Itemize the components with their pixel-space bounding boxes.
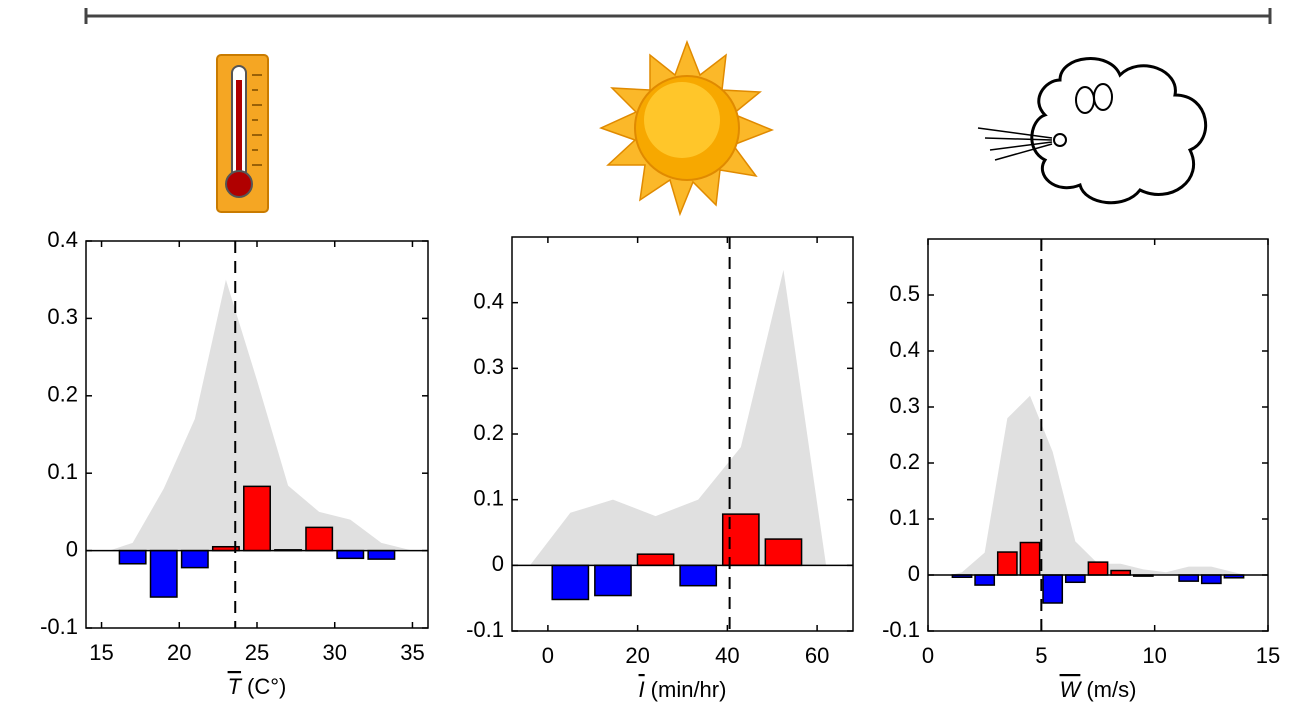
bar [367,549,396,560]
y-tick-label: 0.3 [889,393,920,418]
x-tick-label: 0 [922,643,934,668]
wind-cloud-icon [977,57,1207,205]
y-tick-label: -0.1 [466,617,504,642]
distribution-area [950,395,1246,575]
bar [551,564,590,601]
y-tick-label: 0.1 [889,505,920,530]
bar [1042,574,1064,604]
bar [336,549,365,560]
bar [974,574,996,586]
distribution-area [109,279,413,551]
bar [149,549,178,598]
bar [243,485,271,552]
x-axis-symbol: W [1060,677,1083,702]
y-tick-label: -0.1 [40,614,78,639]
bar [996,551,1018,576]
y-tick-label: -0.1 [882,617,920,642]
thermometer-icon [216,54,269,213]
bar [1064,574,1086,584]
x-axis-unit: (min/hr) [651,677,727,702]
y-tick-label: 0.3 [473,354,504,379]
bar [1019,541,1041,576]
bar [679,564,718,587]
y-tick-label: 0.4 [889,337,920,362]
bar [1200,574,1222,585]
x-axis-symbol: I [639,677,645,702]
y-tick-label: 0 [908,561,920,586]
x-tick-label: 30 [322,640,346,665]
y-tick-label: 0.2 [473,420,504,445]
x-tick-label: 20 [167,640,191,665]
x-tick-label: 40 [715,643,739,668]
y-tick-label: 0.1 [47,459,78,484]
bar [1178,574,1200,582]
bar [118,549,147,565]
x-tick-label: 5 [1035,643,1047,668]
x-tick-label: 10 [1142,643,1166,668]
distribution-area [529,269,827,566]
y-tick-label: 0.2 [889,449,920,474]
y-tick-label: 0.5 [889,281,920,306]
x-tick-label: 15 [1256,643,1280,668]
x-tick-label: 25 [245,640,269,665]
bar [1087,561,1109,576]
x-tick-label: 20 [625,643,649,668]
bar [180,549,209,569]
x-axis-symbol: T [228,674,243,699]
x-tick-label: 0 [542,643,554,668]
y-tick-label: 0 [66,536,78,561]
x-axis-unit: (m/s) [1086,677,1136,702]
y-tick-label: 0.2 [47,382,78,407]
x-axis-label: I (min/hr) [639,677,727,702]
x-tick-label: 35 [400,640,424,665]
x-tick-label: 60 [805,643,829,668]
axes-frame [927,238,1269,632]
bar [594,564,632,597]
bar [721,513,760,567]
x-axis-label: W (m/s) [1060,677,1137,702]
x-axis-label: T (C°) [228,674,287,699]
x-tick-label: 15 [89,640,113,665]
bar [305,526,334,552]
y-tick-label: 0.1 [473,485,504,510]
top-bracket [84,8,1272,24]
y-tick-label: 0.4 [47,227,78,252]
bar [764,538,803,567]
y-tick-label: 0.3 [47,304,78,329]
y-tick-label: 0 [492,551,504,576]
x-axis-unit: (C°) [247,674,286,699]
bar [636,553,675,567]
y-tick-label: 0.4 [473,288,504,313]
sun-icon [599,39,775,217]
